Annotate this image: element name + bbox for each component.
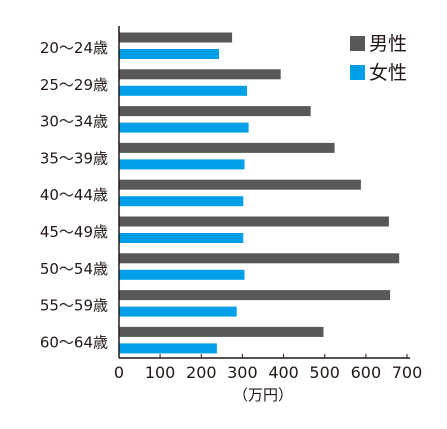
bar-male-8	[119, 326, 324, 337]
category-labels: 20〜24歳 25〜29歳 30〜34歳 35〜39歳 40〜44歳 45〜49歳 50〜5…	[40, 39, 108, 351]
bar-female-4	[119, 196, 244, 207]
x-tick-label: 500	[309, 363, 340, 382]
category-label: 40〜44歳	[40, 186, 108, 204]
category-label: 35〜39歳	[40, 149, 108, 167]
x-tick-label: 200	[186, 363, 217, 382]
x-tick-label: 400	[268, 363, 299, 382]
category-label: 45〜49歳	[40, 223, 108, 241]
bar-female-8	[119, 343, 217, 354]
x-axis-unit-label: （万円）	[233, 386, 293, 404]
bar-female-1	[119, 85, 247, 96]
category-label: 30〜34歳	[40, 113, 108, 131]
bar-male-6	[119, 253, 400, 264]
bar-male-2	[119, 106, 311, 117]
bar-male-1	[119, 69, 281, 80]
category-label: 20〜24歳	[40, 39, 108, 57]
category-label: 50〜54歳	[40, 260, 108, 278]
bar-female-2	[119, 122, 249, 133]
x-tick-label: 700	[392, 363, 423, 382]
bar-female-0	[119, 49, 219, 59]
legend-label-female: 女性	[369, 62, 407, 84]
x-tick-label: 600	[351, 363, 382, 382]
bar-male-5	[119, 216, 389, 227]
x-tick-label: 300	[227, 363, 258, 382]
legend: 男性 女性	[350, 33, 407, 84]
legend-swatch-female	[350, 65, 365, 80]
bar-female-6	[119, 269, 245, 280]
bars-layer	[119, 32, 400, 354]
category-label: 55〜59歳	[40, 297, 108, 315]
x-tick-label: 0	[114, 363, 124, 382]
category-label: 60〜64歳	[40, 333, 108, 351]
legend-swatch-male	[350, 36, 365, 51]
bar-male-3	[119, 142, 335, 153]
bar-male-0	[119, 32, 233, 43]
legend-label-male: 男性	[369, 33, 407, 55]
bar-male-7	[119, 290, 391, 301]
category-label: 25〜29歳	[40, 76, 108, 94]
bar-female-3	[119, 159, 245, 170]
x-tick-label: 100	[145, 363, 176, 382]
x-ticks: 0 100 200 300 400 500 600 700	[114, 354, 422, 382]
bar-female-5	[119, 233, 244, 243]
bar-male-4	[119, 179, 361, 190]
bar-female-7	[119, 306, 237, 317]
